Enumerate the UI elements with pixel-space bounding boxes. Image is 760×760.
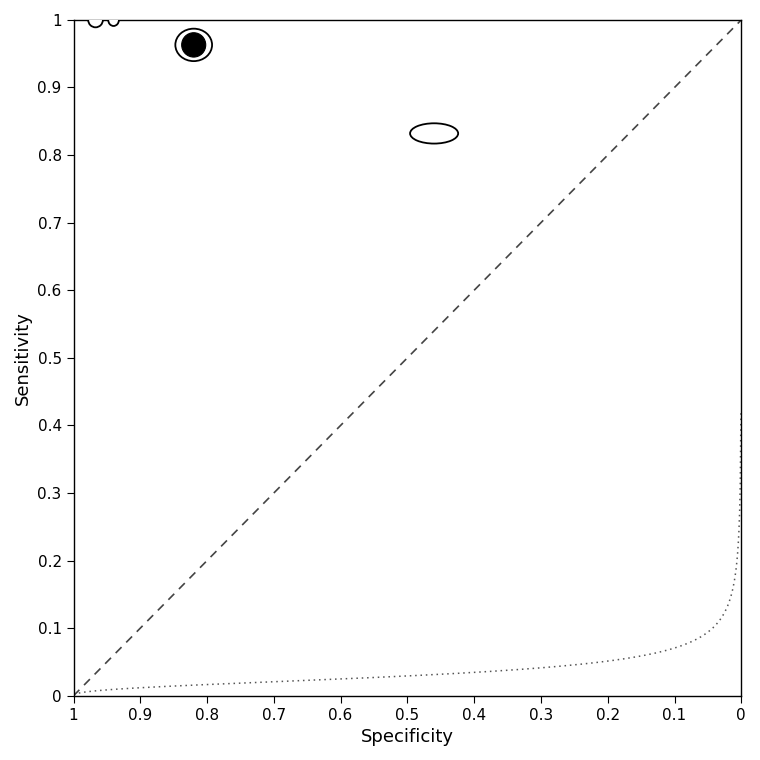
X-axis label: Specificity: Specificity	[361, 728, 454, 746]
Ellipse shape	[88, 12, 103, 27]
Ellipse shape	[108, 14, 119, 26]
Y-axis label: Sensitivity: Sensitivity	[14, 311, 32, 405]
Ellipse shape	[182, 33, 206, 57]
Ellipse shape	[410, 123, 458, 144]
Ellipse shape	[176, 29, 212, 61]
